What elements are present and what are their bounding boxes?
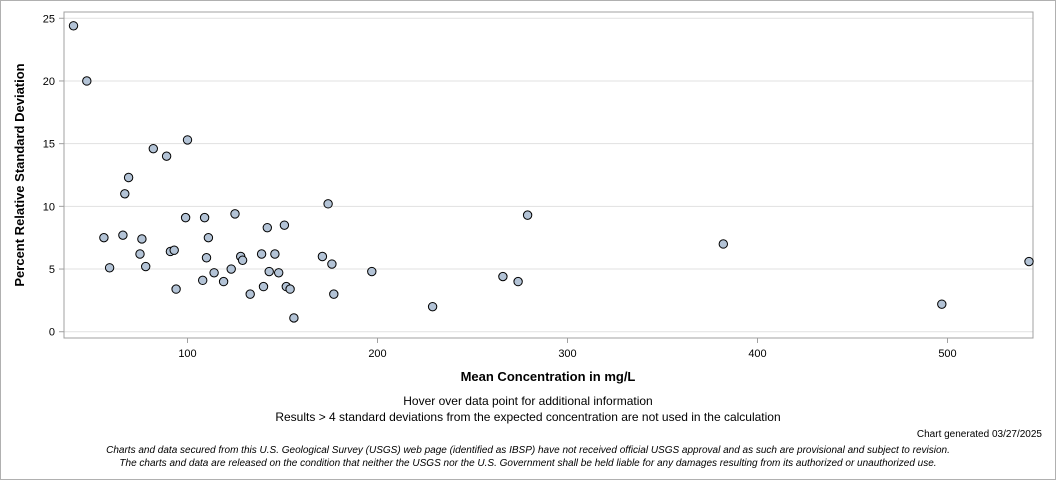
x-axis: 100 200 300 400 500 [178, 338, 957, 360]
y-tick-label: 10 [43, 201, 55, 213]
data-point[interactable] [104, 263, 115, 273]
y-tick-label: 25 [43, 13, 55, 25]
data-point[interactable] [198, 275, 208, 286]
data-point[interactable] [264, 266, 274, 277]
data-points [68, 21, 1034, 323]
hover-hint: Hover over data point for additional inf… [403, 394, 653, 408]
data-point[interactable] [123, 172, 134, 183]
data-point[interactable] [68, 21, 79, 31]
data-point[interactable] [82, 76, 92, 86]
x-tick-label: 500 [938, 348, 956, 360]
data-point[interactable] [1024, 256, 1034, 267]
data-point[interactable] [427, 301, 438, 312]
data-point[interactable] [274, 268, 284, 278]
data-point[interactable] [513, 276, 523, 287]
data-point[interactable] [285, 284, 295, 294]
y-tick-label: 0 [49, 327, 55, 339]
data-point[interactable] [120, 189, 130, 199]
data-point[interactable] [270, 249, 280, 259]
data-point[interactable] [329, 289, 339, 299]
data-point[interactable] [289, 313, 299, 323]
data-point[interactable] [99, 232, 109, 243]
data-point[interactable] [498, 271, 508, 282]
disclaimer-line-2: The charts and data are released on the … [119, 458, 937, 469]
data-point[interactable] [180, 212, 191, 223]
data-point[interactable] [141, 261, 151, 272]
data-point[interactable] [171, 284, 181, 294]
data-point[interactable] [148, 143, 159, 154]
data-point[interactable] [245, 289, 255, 299]
x-tick-label: 200 [368, 348, 386, 360]
data-point[interactable] [118, 230, 128, 240]
data-point[interactable] [279, 220, 290, 230]
y-axis: 0 5 10 15 20 25 [43, 13, 64, 339]
data-point[interactable] [323, 199, 333, 209]
data-point[interactable] [237, 255, 248, 265]
data-point[interactable] [327, 259, 337, 269]
x-tick-label: 100 [178, 348, 196, 360]
data-point[interactable] [262, 222, 272, 233]
x-tick-label: 400 [748, 348, 766, 360]
x-axis-title: Mean Concentration in mg/L [461, 369, 636, 384]
y-tick-label: 5 [49, 264, 55, 276]
plot-area [63, 11, 1034, 339]
data-point[interactable] [201, 253, 212, 263]
data-point[interactable] [137, 234, 147, 244]
data-point[interactable] [203, 232, 214, 243]
data-point[interactable] [718, 239, 728, 249]
data-point[interactable] [218, 276, 229, 287]
data-point[interactable] [317, 251, 328, 262]
x-tick-label: 300 [558, 348, 576, 360]
data-point[interactable] [230, 209, 240, 219]
data-point[interactable] [256, 249, 267, 259]
data-point[interactable] [367, 266, 377, 277]
disclaimer-line-1: Charts and data secured from this U.S. G… [106, 445, 950, 456]
data-point[interactable] [199, 212, 210, 223]
data-point[interactable] [226, 264, 236, 274]
data-point[interactable] [209, 268, 219, 278]
data-point[interactable] [182, 135, 193, 145]
grid-lines [64, 17, 1033, 333]
data-point[interactable] [135, 249, 145, 259]
exclusion-note: Results > 4 standard deviations from the… [275, 410, 781, 424]
y-axis-title: Percent Relative Standard Deviation [12, 63, 27, 286]
generated-date: Chart generated 03/27/2025 [916, 429, 1042, 440]
data-point[interactable] [522, 210, 533, 220]
data-point[interactable] [169, 245, 179, 255]
data-point[interactable] [161, 151, 172, 161]
y-tick-label: 15 [43, 139, 55, 151]
y-tick-label: 20 [43, 76, 55, 88]
data-point[interactable] [937, 299, 947, 309]
data-point[interactable] [258, 281, 269, 292]
